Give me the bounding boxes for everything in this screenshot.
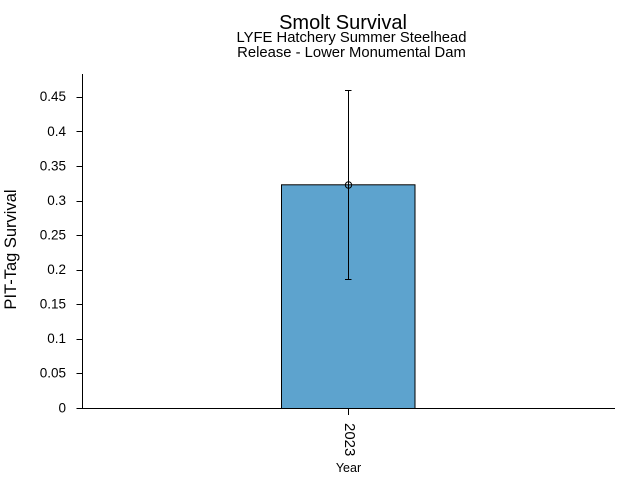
svg-text:0.2: 0.2 (47, 262, 66, 277)
svg-text:0.45: 0.45 (40, 89, 66, 104)
svg-text:2023: 2023 (341, 423, 358, 456)
svg-text:0.3: 0.3 (47, 193, 66, 208)
svg-text:0.25: 0.25 (40, 228, 66, 243)
svg-text:0.4: 0.4 (47, 124, 66, 139)
svg-text:0: 0 (58, 400, 66, 415)
svg-text:0.35: 0.35 (40, 158, 66, 173)
svg-text:0.05: 0.05 (40, 366, 66, 381)
svg-text:0.1: 0.1 (47, 331, 66, 346)
svg-text:0.15: 0.15 (40, 297, 66, 312)
